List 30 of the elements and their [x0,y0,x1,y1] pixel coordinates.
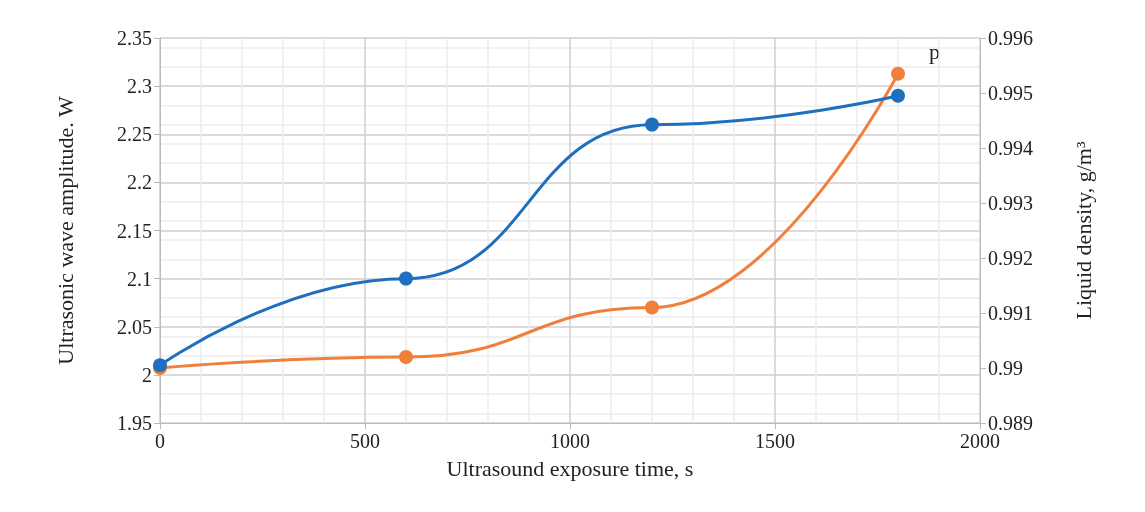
point [891,66,905,81]
y2-tick-label: 0.994 [988,137,1033,159]
point [645,300,659,315]
y2-tick-label: 0.991 [988,302,1033,324]
y2-tick-label: 0.996 [988,27,1033,49]
x-axis-title: Ultrasound exposure time, s [446,456,694,482]
y-tick-label: 2 [142,363,152,386]
x-tick-label: 1500 [755,430,795,452]
y-tick-label: 1.95 [117,412,152,434]
y-tick-label: 2.1 [127,267,152,290]
y2-tick-label: 0.992 [988,247,1033,269]
y2-axis-title: Liquid density, g/m³ [1070,141,1096,320]
annotation: p [929,38,940,64]
y2-tick-label: 0.995 [988,82,1033,104]
y-tick-label: 2.35 [117,27,152,49]
point [645,117,659,132]
x-tick-label: 500 [350,430,380,452]
x-tick-label: 1000 [550,430,590,452]
point [891,88,905,103]
y2-tick-label: 0.993 [988,192,1033,214]
y-tick-label: 2.3 [127,75,152,98]
y-axis-title: Ultrasonic wave amplitude. W [52,96,78,365]
y2-tick-label: 0.99 [988,357,1023,379]
y-tick-label: 2.05 [117,315,152,338]
x-tick-label: 0 [155,430,165,452]
point [399,350,413,364]
point [399,271,413,286]
y-tick-label: 2.15 [117,219,152,242]
y-tick-label: 2.25 [117,123,152,146]
y-tick-label: 2.2 [127,171,152,194]
